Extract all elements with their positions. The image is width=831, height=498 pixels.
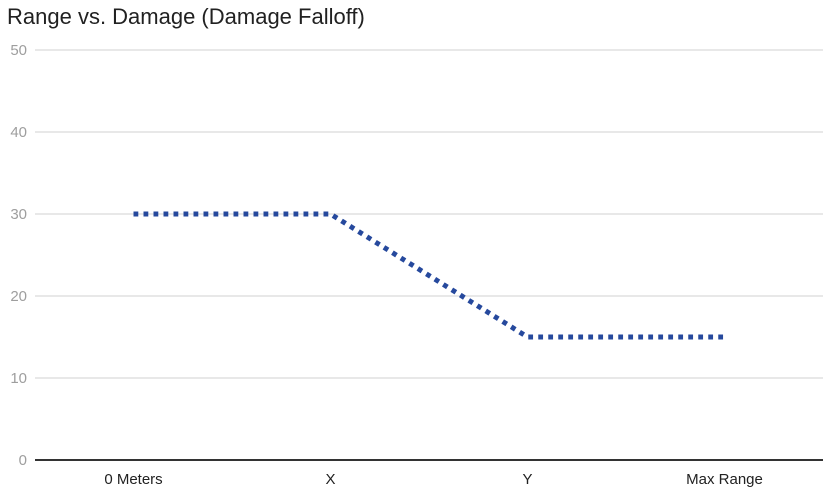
- x-tick-label: Y: [522, 471, 532, 488]
- y-tick-label: 50: [10, 42, 27, 59]
- x-tick-label: Max Range: [686, 471, 763, 488]
- y-tick-label: 30: [10, 206, 27, 223]
- x-tick-label: 0 Meters: [104, 471, 162, 488]
- damage-series-line: [133, 211, 725, 340]
- y-tick-label: 20: [10, 288, 27, 305]
- x-tick-label: X: [325, 471, 335, 488]
- y-tick-label: 10: [10, 370, 27, 387]
- chart-title: Range vs. Damage (Damage Falloff): [7, 4, 365, 29]
- y-tick-label: 0: [19, 452, 27, 469]
- y-tick-label: 40: [10, 124, 27, 141]
